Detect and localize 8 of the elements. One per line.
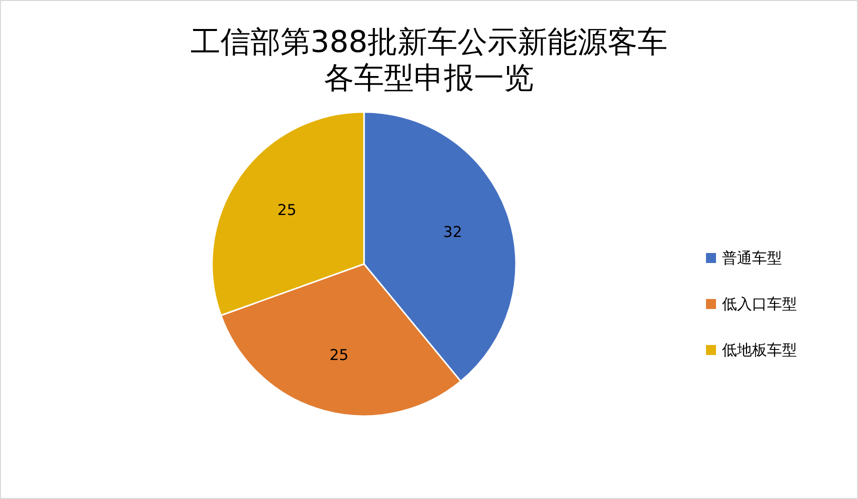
legend-label: 普通车型 [722, 249, 782, 267]
legend-label: 低地板车型 [722, 341, 797, 359]
data-label: 25 [329, 346, 349, 364]
legend-label: 低入口车型 [722, 295, 797, 313]
data-label: 25 [277, 200, 296, 219]
chart-title: 工信部第388批新车公示新能源客车 [190, 25, 668, 60]
chart-subtitle: 各车型申报一览 [324, 61, 534, 96]
data-label: 32 [443, 223, 462, 242]
